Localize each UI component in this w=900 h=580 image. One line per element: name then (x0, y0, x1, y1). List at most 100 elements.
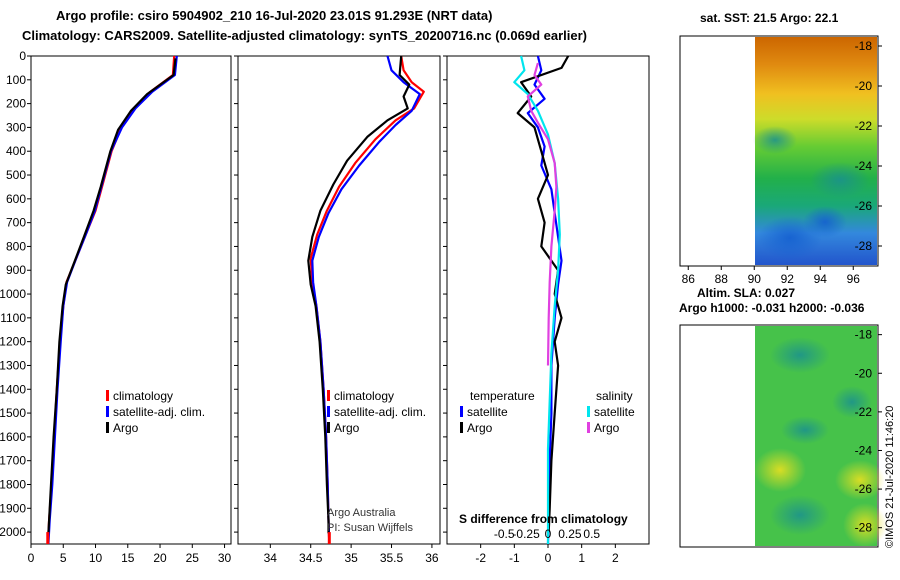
imos-timestamp: ©IMOS 21-Jul-2020 11:46:20 (884, 406, 896, 548)
x-tick-label: 0 (28, 551, 35, 565)
legend-swatch-satellite (327, 406, 330, 417)
x-tick-label: 0 (545, 551, 552, 565)
sla-heatmap (754, 326, 887, 547)
legend-label-sal-argo: Argo (594, 421, 620, 435)
lat-tick-label: -18 (855, 328, 873, 342)
series-line-satellite-adj-clim- (311, 55, 421, 545)
lon-tick-label: 86 (682, 272, 696, 286)
depth-tick-label: 1100 (0, 311, 26, 325)
s-difference-label: S difference from climatology (459, 512, 628, 526)
lat-tick-label: -20 (855, 366, 873, 380)
climatology-end-marker (327, 532, 331, 544)
legend-swatch-sal-argo (587, 422, 590, 433)
climatology-end-marker (46, 532, 50, 544)
x-tick-label: 1 (578, 551, 585, 565)
legend-label-satellite: satellite-adj. clim. (113, 405, 205, 419)
x-tick-label: -2 (475, 551, 486, 565)
legend-title-salinity: salinity (596, 389, 633, 403)
lat-tick-label: -24 (855, 443, 873, 457)
depth-tick-label: 500 (6, 168, 26, 182)
sst-map-title: sat. SST: 21.5 Argo: 22.1 (700, 11, 839, 25)
legend-swatch-sal-satellite (587, 406, 590, 417)
legend-label-climatology: climatology (334, 389, 394, 403)
x-tick-label: 10 (89, 551, 103, 565)
depth-tick-label: 1700 (0, 454, 26, 468)
lon-tick-label: 90 (748, 272, 762, 286)
depth-tick-label: 2000 (0, 525, 26, 539)
lon-tick-label: 96 (847, 272, 861, 286)
temperature-legend: climatology satellite-adj. clim. Argo (106, 389, 205, 435)
sla-map-title-line1: Altim. SLA: 0.027 (697, 286, 795, 300)
x-tick-label: 30 (218, 551, 232, 565)
lat-tick-label: -26 (855, 199, 873, 213)
salinity-panel-frame (237, 55, 441, 545)
legend-label-satellite: satellite-adj. clim. (334, 405, 426, 419)
depth-tick-label: 1300 (0, 358, 26, 372)
lon-tick-label: 92 (781, 272, 795, 286)
x-tick-label: 34.5 (299, 551, 323, 565)
legend-swatch-climatology (327, 390, 330, 401)
depth-tick-label: 100 (6, 73, 26, 87)
figure-title-line2: Climatology: CARS2009. Satellite-adjuste… (22, 28, 587, 43)
legend-label-sal-satellite: satellite (594, 405, 635, 419)
depth-tick-label: 1200 (0, 335, 26, 349)
depth-tick-label: 800 (6, 239, 26, 253)
lat-tick-label: -20 (855, 79, 873, 93)
legend-label-temp-argo: Argo (467, 421, 493, 435)
depth-tick-label: 1900 (0, 501, 26, 515)
x-tick-label: 15 (121, 551, 135, 565)
x-tick-label: 35 (344, 551, 358, 565)
figure-title-line1: Argo profile: csiro 5904902_210 16-Jul-2… (56, 8, 492, 23)
series-line-climatology (46, 55, 176, 545)
series-line-salinity-satellite (513, 55, 561, 544)
legend-label-climatology: climatology (113, 389, 173, 403)
depth-tick-label: 200 (6, 97, 26, 111)
depth-tick-label: 1800 (0, 477, 26, 491)
depth-tick-label: 1000 (0, 287, 26, 301)
credit-line2: PI: Susan Wijffels (327, 522, 413, 534)
depth-tick-label: 700 (6, 216, 26, 230)
x-tick-label: 34 (264, 551, 278, 565)
series-line-satellite-adj-clim- (47, 55, 178, 545)
depth-tick-label: 0 (19, 49, 26, 63)
depth-tick-label: 400 (6, 144, 26, 158)
lat-tick-label: -28 (855, 521, 873, 535)
legend-swatch-climatology (106, 390, 109, 401)
legend-swatch-argo (327, 422, 330, 433)
depth-tick-label: 900 (6, 263, 26, 277)
legend-swatch-temp-argo (460, 422, 463, 433)
lat-tick-label: -24 (855, 159, 873, 173)
s-diff-tick-label: -0.25 (512, 527, 540, 541)
x-tick-label: -1 (509, 551, 520, 565)
depth-tick-label: 1400 (0, 382, 26, 396)
x-tick-label: 36 (425, 551, 439, 565)
legend-label-argo: Argo (113, 421, 139, 435)
sla-map-title-line2: Argo h1000: -0.031 h2000: -0.036 (679, 301, 865, 315)
legend-swatch-temp-satellite (460, 406, 463, 417)
s-diff-tick-label: 0.5 (583, 527, 600, 541)
legend-title-temperature: temperature (470, 389, 535, 403)
temperature-panel-frame (30, 55, 232, 545)
s-diff-tick-label: 0 (545, 527, 552, 541)
lon-tick-label: 88 (715, 272, 729, 286)
depth-tick-label: 300 (6, 120, 26, 134)
series-line-salinity-argo (526, 62, 558, 366)
series-line-argo (307, 55, 411, 534)
legend-swatch-satellite (106, 406, 109, 417)
credit-line1: Argo Australia (327, 507, 396, 519)
x-tick-label: 5 (60, 551, 67, 565)
sst-heatmap (753, 37, 877, 265)
x-tick-label: 2 (612, 551, 619, 565)
x-tick-label: 25 (186, 551, 200, 565)
depth-tick-label: 600 (6, 192, 26, 206)
lat-tick-label: -22 (855, 405, 873, 419)
lat-tick-label: -26 (855, 482, 873, 496)
legend-swatch-argo (106, 422, 109, 433)
x-tick-label: 20 (153, 551, 167, 565)
x-tick-label: 35.5 (380, 551, 404, 565)
series-line-argo (47, 58, 177, 534)
legend-label-argo: Argo (334, 421, 360, 435)
depth-tick-label: 1500 (0, 406, 26, 420)
lon-tick-label: 94 (814, 272, 828, 286)
salinity-legend: climatology satellite-adj. clim. Argo (327, 389, 426, 435)
